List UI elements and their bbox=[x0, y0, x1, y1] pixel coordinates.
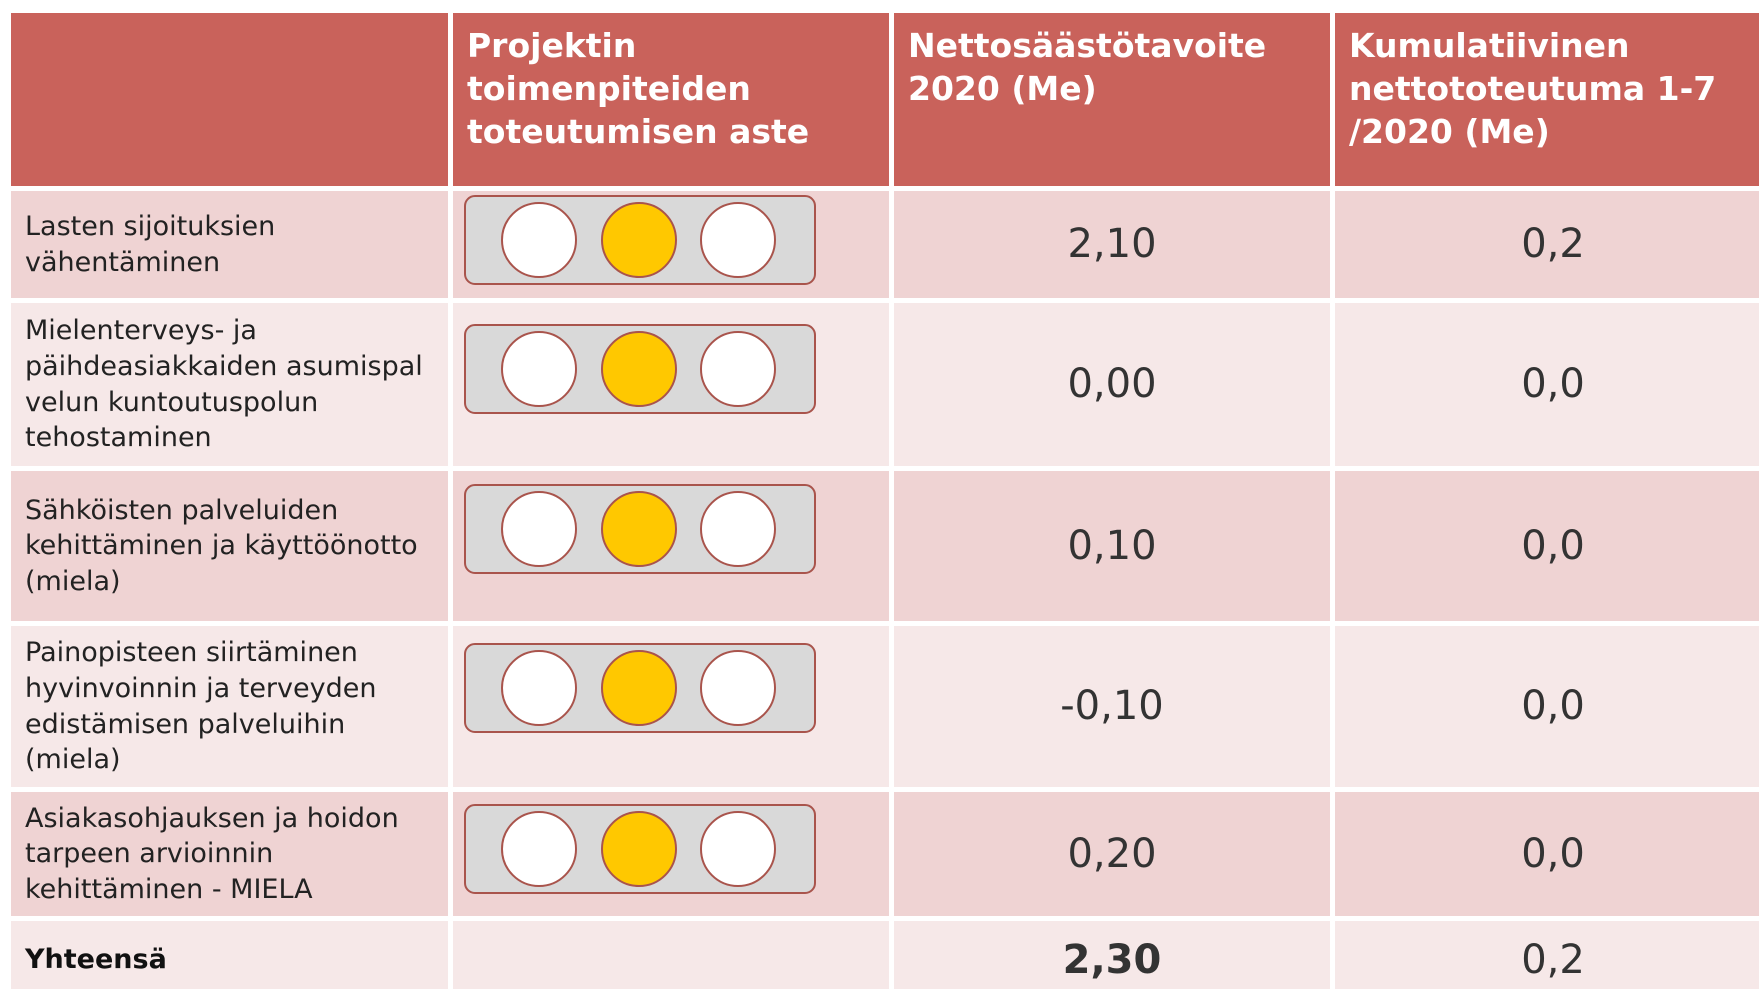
light bbox=[700, 201, 776, 278]
actual: 0,2 bbox=[1335, 191, 1759, 298]
header-cell: Kumulatiivinen nettototeutuma 1-7 /2020 … bbox=[1335, 13, 1759, 186]
target: 0,00 bbox=[894, 303, 1330, 466]
row-label: Painopisteen siirtäminen hyvinvoinnin ja… bbox=[11, 626, 448, 787]
traffic-light-cell bbox=[453, 471, 889, 621]
light bbox=[601, 491, 677, 567]
table-wrap: Projektin toimenpiteiden toteutumisen as… bbox=[6, 8, 1759, 989]
total-target: 2,30 bbox=[894, 921, 1330, 989]
row: Sähköisten palveluiden kehittäminen ja k… bbox=[11, 471, 1759, 621]
header-cell bbox=[11, 13, 448, 186]
total-actual: 0,2 bbox=[1335, 921, 1759, 989]
traffic-light bbox=[464, 804, 816, 895]
header-cell: Projektin toimenpiteiden toteutumisen as… bbox=[453, 13, 889, 186]
header-row: Projektin toimenpiteiden toteutumisen as… bbox=[11, 13, 1759, 186]
traffic-light bbox=[464, 324, 816, 414]
row-label: Mielenterveys- ja päihdeasiakkaiden asum… bbox=[11, 303, 448, 466]
target: -0,10 bbox=[894, 626, 1330, 787]
light bbox=[601, 201, 677, 278]
empty-cell bbox=[453, 921, 889, 989]
light bbox=[501, 331, 577, 407]
status-table: Projektin toimenpiteiden toteutumisen as… bbox=[6, 8, 1759, 989]
light bbox=[501, 201, 577, 278]
target: 2,10 bbox=[894, 191, 1330, 298]
row-label: Lasten sijoituksien vähentäminen bbox=[11, 191, 448, 298]
row: Mielenterveys- ja päihdeasiakkaiden asum… bbox=[11, 303, 1759, 466]
traffic-light-cell bbox=[453, 792, 889, 916]
light bbox=[601, 650, 677, 726]
light bbox=[700, 331, 776, 407]
light bbox=[501, 650, 577, 726]
traffic-light bbox=[464, 643, 816, 733]
light bbox=[700, 491, 776, 567]
light bbox=[601, 331, 677, 407]
row-label: Asiakasohjauksen ja hoidon tarpeen arvio… bbox=[11, 792, 448, 916]
traffic-light bbox=[464, 484, 816, 574]
light bbox=[700, 811, 776, 888]
row: Asiakasohjauksen ja hoidon tarpeen arvio… bbox=[11, 792, 1759, 916]
traffic-light bbox=[464, 194, 816, 285]
header-cell: Nettosäästötavoite 2020 (Me) bbox=[894, 13, 1330, 186]
light bbox=[700, 650, 776, 726]
total-row: Yhteensä 2,30 0,2 bbox=[11, 921, 1759, 989]
target: 0,10 bbox=[894, 471, 1330, 621]
actual: 0,0 bbox=[1335, 626, 1759, 787]
row: Painopisteen siirtäminen hyvinvoinnin ja… bbox=[11, 626, 1759, 787]
actual: 0,0 bbox=[1335, 471, 1759, 621]
row: Lasten sijoituksien vähentäminen 2,10 0,… bbox=[11, 191, 1759, 298]
actual: 0,0 bbox=[1335, 303, 1759, 466]
traffic-light-cell bbox=[453, 303, 889, 466]
row-label: Sähköisten palveluiden kehittäminen ja k… bbox=[11, 471, 448, 621]
target: 0,20 bbox=[894, 792, 1330, 916]
actual: 0,0 bbox=[1335, 792, 1759, 916]
light bbox=[501, 491, 577, 567]
traffic-light-cell bbox=[453, 191, 889, 298]
traffic-light-cell bbox=[453, 626, 889, 787]
light bbox=[601, 811, 677, 888]
light bbox=[501, 811, 577, 888]
total-label: Yhteensä bbox=[11, 921, 448, 989]
